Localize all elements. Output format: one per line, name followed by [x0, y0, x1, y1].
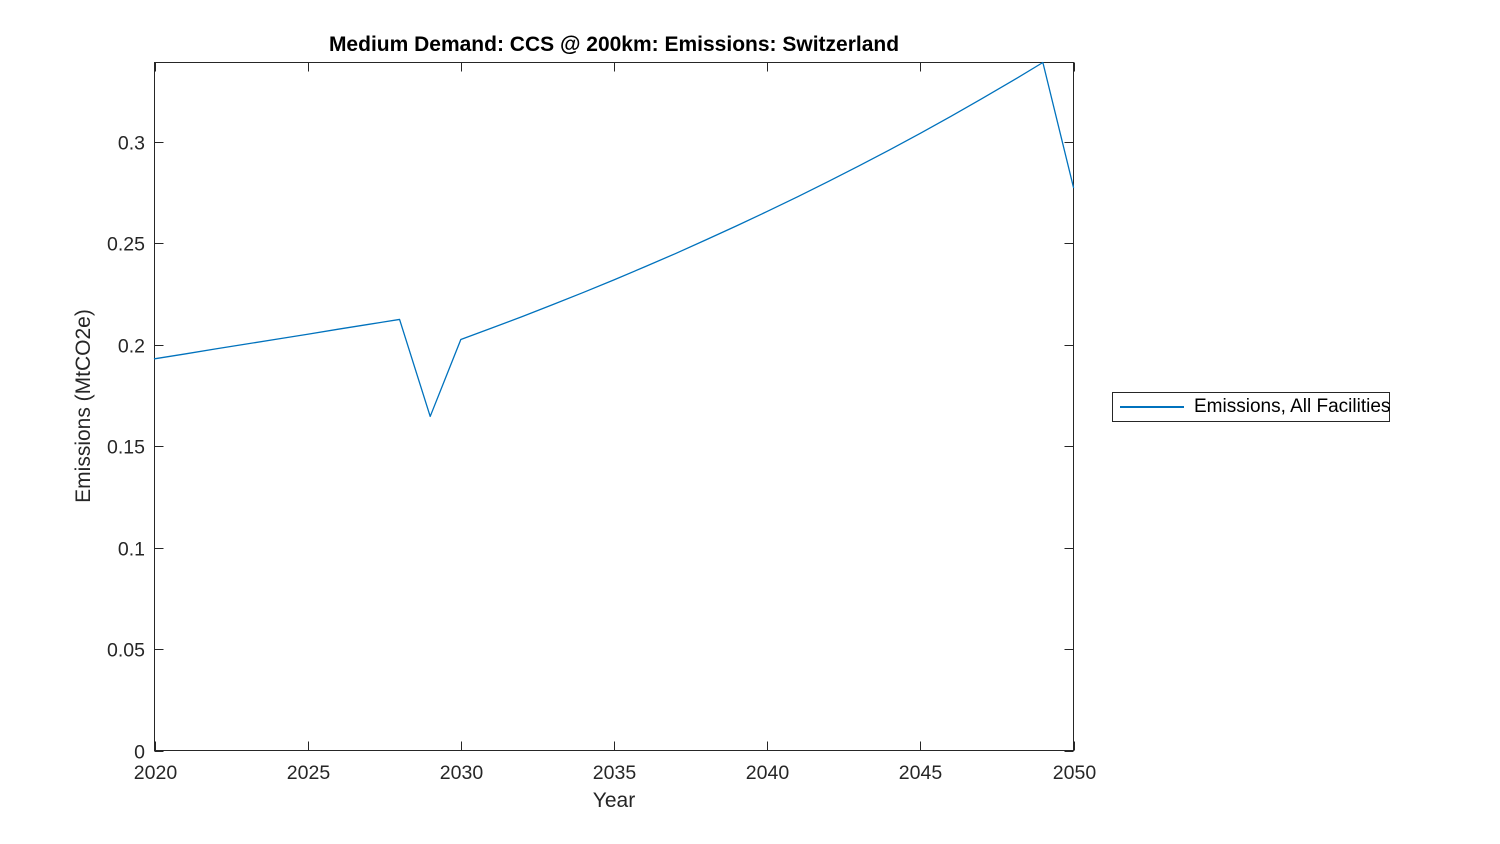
y-tick-label: 0.1 — [118, 539, 145, 561]
axes-box — [154, 62, 1074, 751]
chart-title: Medium Demand: CCS @ 200km: Emissions: S… — [328, 33, 900, 56]
y-tick-label: 0.05 — [107, 640, 145, 662]
legend: Emissions, All Facilities — [1112, 392, 1390, 422]
x-axis-label: Year — [592, 789, 636, 812]
data-line — [153, 61, 1075, 418]
y-tick-label: 0.2 — [118, 336, 145, 358]
x-tick-label: 2050 — [1053, 762, 1097, 784]
y-tick-label: 0 — [134, 742, 145, 764]
x-tick-label: 2045 — [899, 762, 943, 784]
legend-line-sample — [1120, 406, 1184, 408]
y-axis-label: Emissions (MtCO2e) — [72, 309, 95, 503]
y-tick-label: 0.25 — [107, 234, 145, 256]
x-tick-label: 2025 — [287, 762, 331, 784]
x-tick-label: 2020 — [134, 762, 178, 784]
y-tick-label: 0.3 — [118, 133, 145, 155]
legend-entry-label: Emissions, All Facilities — [1194, 396, 1391, 417]
y-tick-label: 0.15 — [107, 437, 145, 459]
x-tick-label: 2030 — [440, 762, 484, 784]
x-tick-label: 2035 — [593, 762, 637, 784]
x-tick-label: 2040 — [746, 762, 790, 784]
